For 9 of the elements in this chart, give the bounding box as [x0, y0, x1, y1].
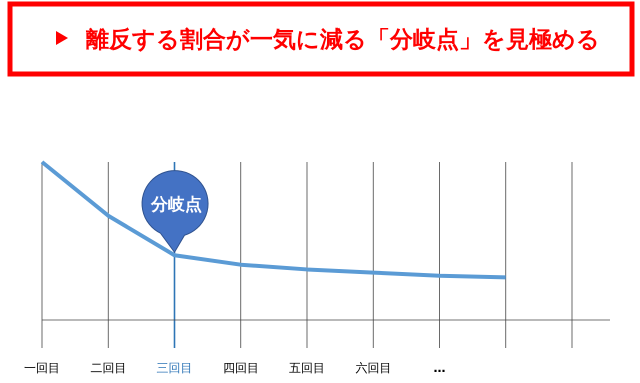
x-tick-label: 三回目	[156, 361, 192, 375]
x-tick-label: 五回目	[289, 361, 325, 375]
annotation: 分岐点	[150, 195, 202, 216]
x-tick-label: 二回目	[90, 361, 126, 375]
x-tick-label: 一回目	[24, 361, 60, 375]
x-tick-label: 六回目	[355, 361, 392, 375]
x-tick-label: 四回目	[222, 361, 259, 375]
chart-title: 離反する割合が一気に減る「分岐点」を見極める	[85, 27, 600, 53]
x-tick-label: …	[434, 361, 446, 375]
